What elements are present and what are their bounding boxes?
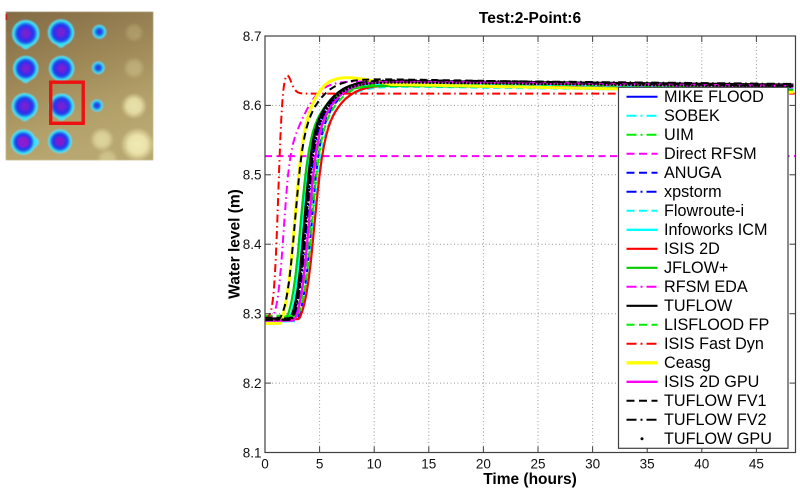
svg-text:8.4: 8.4 — [243, 237, 262, 252]
svg-text:SOBEK: SOBEK — [664, 107, 720, 125]
svg-text:40: 40 — [694, 457, 709, 472]
svg-text:RFSM EDA: RFSM EDA — [664, 278, 748, 296]
svg-text:Ceasg: Ceasg — [664, 354, 711, 372]
svg-text:JFLOW+: JFLOW+ — [664, 259, 728, 277]
svg-text:8.3: 8.3 — [243, 307, 262, 322]
svg-text:ISIS 2D GPU: ISIS 2D GPU — [664, 373, 759, 391]
svg-text:0: 0 — [261, 457, 269, 472]
svg-text:10: 10 — [367, 457, 382, 472]
svg-text:xpstorm: xpstorm — [664, 183, 722, 201]
svg-text:TUFLOW GPU: TUFLOW GPU — [664, 430, 772, 448]
svg-text:45: 45 — [749, 457, 764, 472]
svg-text:8.6: 8.6 — [243, 98, 262, 113]
svg-text:30: 30 — [585, 457, 600, 472]
svg-text:20: 20 — [476, 457, 491, 472]
svg-text:Water level (m): Water level (m) — [227, 189, 244, 299]
svg-text:MIKE FLOOD: MIKE FLOOD — [664, 88, 764, 106]
svg-text:8.2: 8.2 — [243, 376, 262, 391]
svg-text:5: 5 — [316, 457, 324, 472]
svg-text:ISIS Fast Dyn: ISIS Fast Dyn — [664, 335, 764, 353]
svg-text:25: 25 — [530, 457, 545, 472]
svg-text:TUFLOW FV1: TUFLOW FV1 — [664, 392, 767, 410]
svg-text:Infoworks ICM: Infoworks ICM — [664, 221, 767, 239]
svg-text:8.7: 8.7 — [243, 29, 262, 44]
svg-text:8.1: 8.1 — [243, 445, 262, 460]
svg-text:8.5: 8.5 — [243, 168, 262, 183]
svg-text:Test:2-Point:6: Test:2-Point:6 — [479, 10, 582, 27]
svg-text:TUFLOW: TUFLOW — [664, 297, 733, 315]
svg-text:Flowroute-i: Flowroute-i — [664, 202, 744, 220]
svg-text:TUFLOW FV2: TUFLOW FV2 — [664, 411, 767, 429]
svg-text:Time (hours): Time (hours) — [483, 471, 577, 488]
svg-text:15: 15 — [421, 457, 436, 472]
svg-text:35: 35 — [640, 457, 655, 472]
svg-text:LISFLOOD FP: LISFLOOD FP — [664, 316, 769, 334]
svg-text:UIM: UIM — [664, 126, 694, 144]
svg-text:ANUGA: ANUGA — [664, 164, 722, 182]
svg-text:ISIS 2D: ISIS 2D — [664, 240, 720, 258]
svg-text:Direct RFSM: Direct RFSM — [664, 145, 757, 163]
